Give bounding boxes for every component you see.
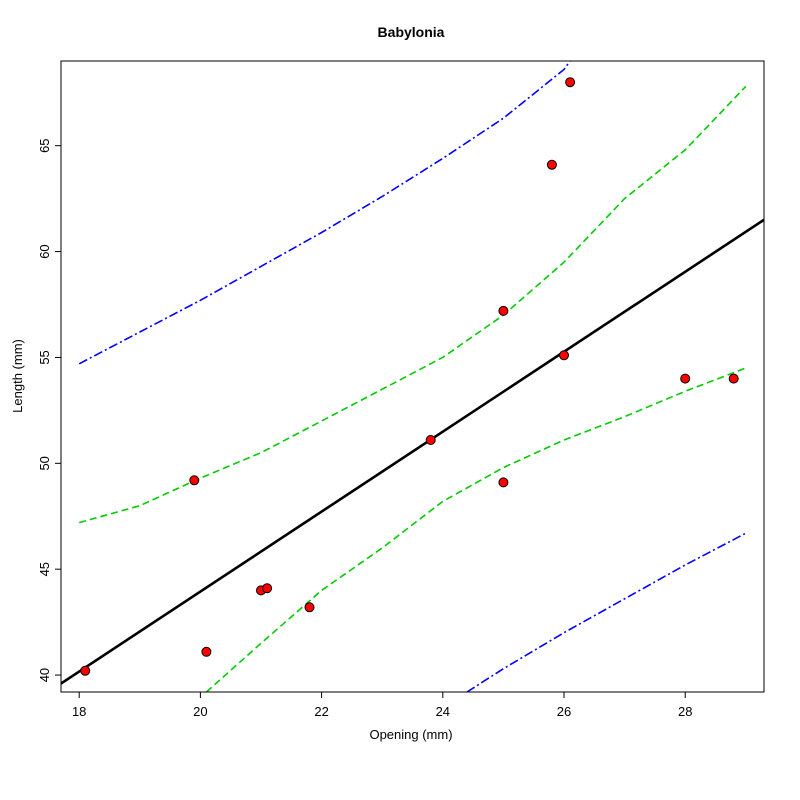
data-point bbox=[189, 475, 200, 486]
prediction-band-upper bbox=[78, 61, 571, 365]
x-tick-label: 20 bbox=[193, 704, 207, 719]
y-tick-label: 55 bbox=[37, 350, 52, 364]
y-tick-label: 60 bbox=[37, 244, 52, 258]
data-point bbox=[728, 373, 739, 384]
bands-layer bbox=[78, 61, 747, 692]
data-point bbox=[559, 350, 569, 361]
y-tick-label: 65 bbox=[37, 138, 52, 152]
data-point bbox=[201, 646, 212, 657]
points-layer bbox=[80, 77, 739, 676]
data-point bbox=[680, 373, 691, 384]
x-axis-title: Opening (mm) bbox=[369, 727, 452, 742]
data-point bbox=[498, 305, 509, 316]
x-tick-label: 18 bbox=[72, 704, 86, 719]
x-tick-label: 28 bbox=[678, 704, 692, 719]
fit-layer bbox=[61, 218, 764, 685]
data-point bbox=[565, 77, 576, 88]
confidence-band-upper bbox=[78, 85, 747, 524]
y-tick-label: 50 bbox=[37, 456, 52, 470]
chart-title: Babylonia bbox=[378, 24, 445, 40]
prediction-band-lower bbox=[466, 532, 747, 692]
plot-frame bbox=[60, 60, 765, 693]
data-point bbox=[262, 583, 273, 594]
data-point bbox=[80, 665, 91, 676]
x-tick-label: 22 bbox=[314, 704, 328, 719]
y-tick-label: 45 bbox=[37, 562, 52, 576]
axes-layer: 18 20 22 24 26 28 40 45 50 55 60 65 bbox=[37, 60, 765, 719]
x-tick-label: 26 bbox=[557, 704, 571, 719]
x-tick-label: 24 bbox=[436, 704, 450, 719]
confidence-band-lower bbox=[205, 367, 747, 692]
regression-line bbox=[61, 218, 764, 685]
data-point bbox=[498, 477, 509, 488]
y-axis-title: Length (mm) bbox=[10, 339, 25, 413]
data-point bbox=[546, 159, 557, 170]
data-point bbox=[304, 602, 315, 613]
y-tick-label: 40 bbox=[37, 668, 52, 682]
data-point bbox=[425, 435, 436, 445]
